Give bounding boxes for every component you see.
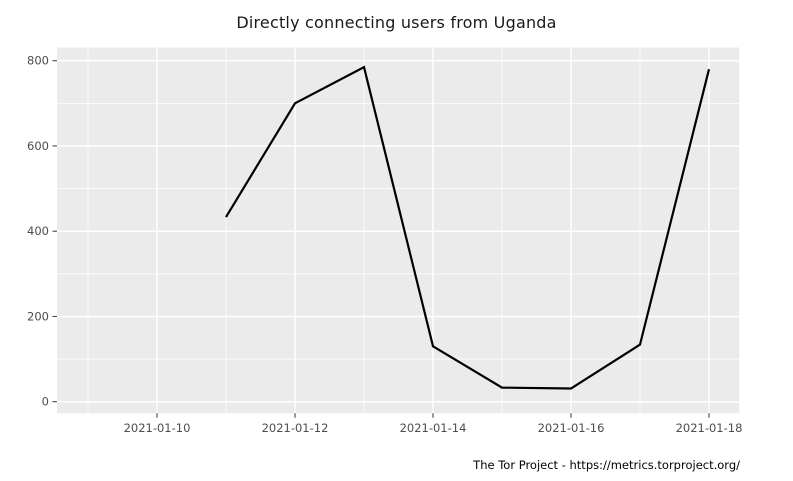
y-axis-tick-label: 800 (27, 54, 49, 68)
x-axis-tick-label: 2021-01-16 (538, 421, 605, 435)
x-axis-tick-label: 2021-01-18 (676, 421, 743, 435)
footer-attribution: The Tor Project - https://metrics.torpro… (473, 458, 740, 472)
chart-title: Directly connecting users from Uganda (236, 13, 557, 32)
y-axis-tick-label: 600 (27, 139, 49, 153)
y-axis-tick-label: 200 (27, 309, 49, 323)
data-line-users (225, 65, 711, 390)
x-axis-tick-label: 2021-01-10 (124, 421, 191, 435)
x-axis-tick-label: 2021-01-12 (262, 421, 329, 435)
x-axis-tick-label: 2021-01-14 (400, 421, 467, 435)
plot-panel (57, 47, 740, 414)
y-axis-tick-label: 400 (27, 224, 49, 238)
y-axis-tick-label: 0 (42, 395, 49, 409)
